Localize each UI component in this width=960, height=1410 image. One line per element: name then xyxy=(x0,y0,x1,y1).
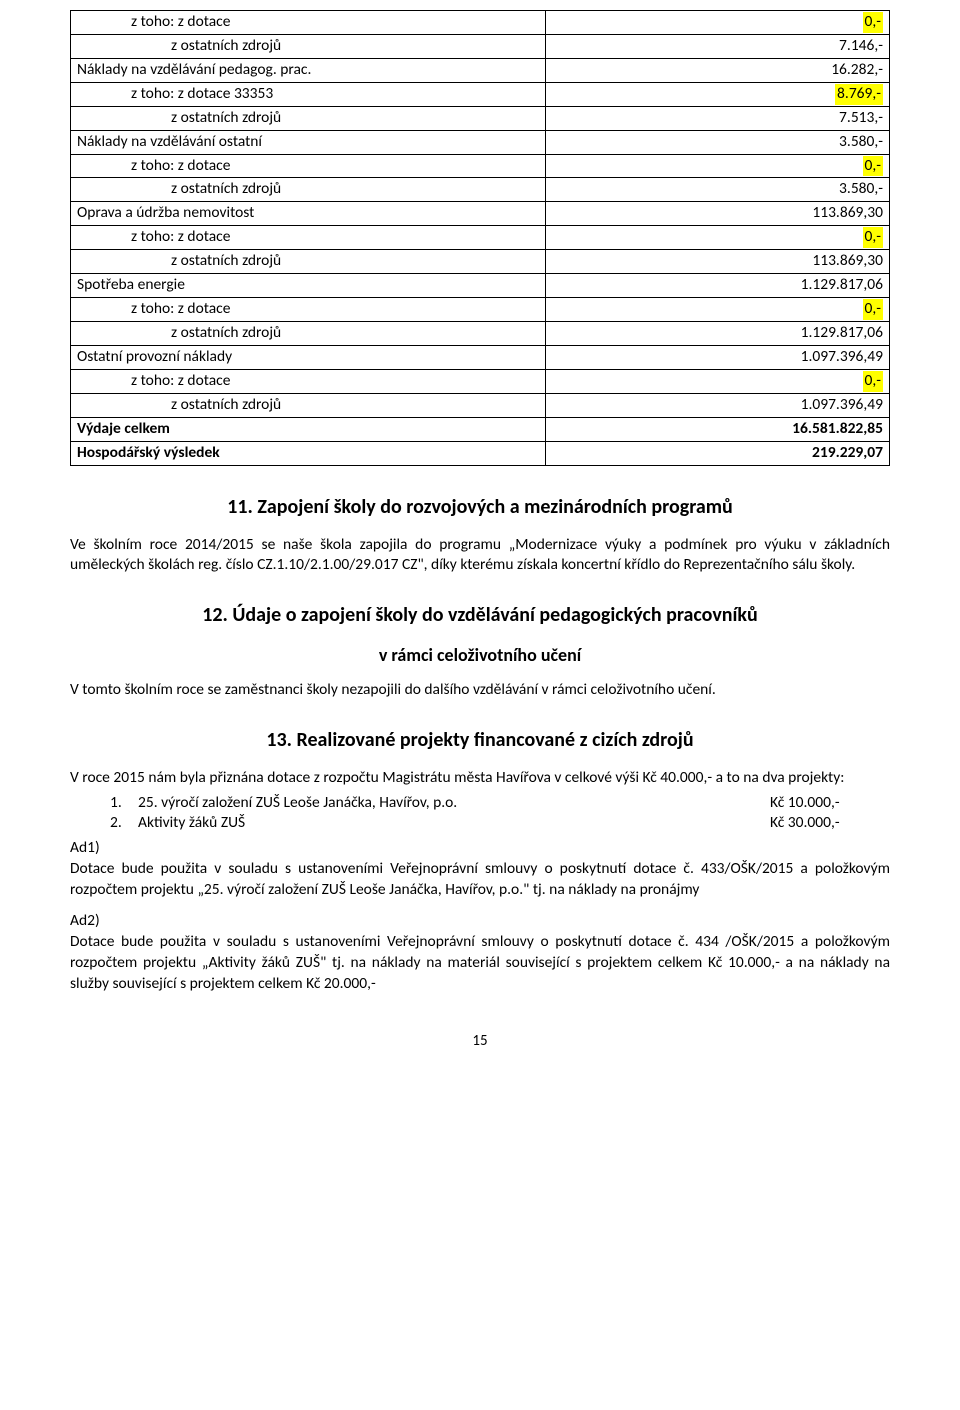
section-13-title: 13. Realizované projekty financované z c… xyxy=(70,727,890,754)
table-row-label: Hospodářský výsledek xyxy=(71,441,546,465)
table-row-label: z toho: z dotace 33353 xyxy=(71,82,546,106)
table-row-value: 0,- xyxy=(546,298,890,322)
table-row-label: z toho: z dotace xyxy=(71,369,546,393)
table-row-label: z ostatních zdrojů xyxy=(71,106,546,130)
table-row-value: 1.097.396,49 xyxy=(546,345,890,369)
table-row-value: 219.229,07 xyxy=(546,441,890,465)
list-item: 1.25. výročí založení ZUŠ Leoše Janáčka,… xyxy=(110,793,890,814)
table-row-value: 113.869,30 xyxy=(546,202,890,226)
ad2-text: Dotace bude použita v souladu s ustanove… xyxy=(70,932,890,995)
section-12-title: 12. Údaje o zapojení školy do vzdělávání… xyxy=(70,602,890,629)
table-row-label: Spotřeba energie xyxy=(71,274,546,298)
table-row-value: 7.146,- xyxy=(546,34,890,58)
ad2-label: Ad2) xyxy=(70,911,890,932)
section-13-intro: V roce 2015 nám byla přiznána dotace z r… xyxy=(70,768,890,789)
list-item: 2.Aktivity žáků ZUŠKč 30.000,- xyxy=(110,813,890,834)
table-row-value: 16.282,- xyxy=(546,58,890,82)
ad1-text: Dotace bude použita v souladu s ustanove… xyxy=(70,859,890,901)
table-row-label: Ostatní provozní náklady xyxy=(71,345,546,369)
table-row-value: 3.580,- xyxy=(546,130,890,154)
table-row-value: 0,- xyxy=(546,11,890,35)
table-row-value: 16.581.822,85 xyxy=(546,417,890,441)
table-row-value: 8.769,- xyxy=(546,82,890,106)
table-row-label: Náklady na vzdělávání ostatní xyxy=(71,130,546,154)
table-row-label: z ostatních zdrojů xyxy=(71,321,546,345)
table-row-label: Oprava a údržba nemovitost xyxy=(71,202,546,226)
table-row-value: 1.129.817,06 xyxy=(546,321,890,345)
table-row-label: z ostatních zdrojů xyxy=(71,393,546,417)
table-row-value: 113.869,30 xyxy=(546,250,890,274)
section-11-para: Ve školním roce 2014/2015 se naše škola … xyxy=(70,535,890,577)
table-row-value: 1.129.817,06 xyxy=(546,274,890,298)
section-12-subtitle: v rámci celoživotního učení xyxy=(70,643,890,667)
table-row-value: 0,- xyxy=(546,154,890,178)
table-row-value: 7.513,- xyxy=(546,106,890,130)
table-row-label: z toho: z dotace xyxy=(71,154,546,178)
table-row-label: z toho: z dotace xyxy=(71,298,546,322)
table-row-label: z ostatních zdrojů xyxy=(71,34,546,58)
table-row-label: Výdaje celkem xyxy=(71,417,546,441)
table-row-value: 3.580,- xyxy=(546,178,890,202)
section-12-para: V tomto školním roce se zaměstnanci škol… xyxy=(70,680,890,701)
ad1-label: Ad1) xyxy=(70,838,890,859)
table-row-label: z ostatních zdrojů xyxy=(71,250,546,274)
table-row-label: z ostatních zdrojů xyxy=(71,178,546,202)
section-11-title: 11. Zapojení školy do rozvojových a mezi… xyxy=(70,494,890,521)
table-row-value: 1.097.396,49 xyxy=(546,393,890,417)
finance-table: z toho: z dotace0,-z ostatních zdrojů7.1… xyxy=(70,10,890,466)
table-row-value: 0,- xyxy=(546,226,890,250)
table-row-value: 0,- xyxy=(546,369,890,393)
table-row-label: Náklady na vzdělávání pedagog. prac. xyxy=(71,58,546,82)
table-row-label: z toho: z dotace xyxy=(71,11,546,35)
projects-list: 1.25. výročí založení ZUŠ Leoše Janáčka,… xyxy=(110,793,890,835)
page-number: 15 xyxy=(70,1031,890,1051)
table-row-label: z toho: z dotace xyxy=(71,226,546,250)
